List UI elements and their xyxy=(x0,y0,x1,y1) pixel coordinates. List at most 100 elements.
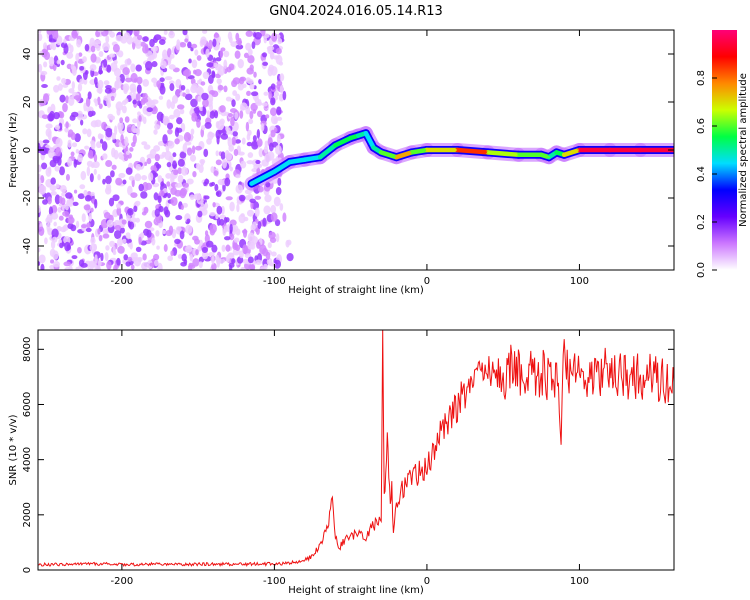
spectrogram-noise-blob xyxy=(220,205,225,215)
spectrogram-noise-blob xyxy=(258,185,264,193)
spectrogram-noise-blob xyxy=(245,121,250,132)
spectrogram-noise-blob xyxy=(110,87,117,94)
spectrogram-noise-blob xyxy=(38,63,43,73)
spectrogram-noise-blob xyxy=(251,41,256,49)
spectrogram-noise-blob xyxy=(168,64,176,70)
spectrogram-noise-blob xyxy=(148,54,155,61)
spectrogram-noise-blob xyxy=(158,95,164,100)
spectrogram-noise-blob xyxy=(230,116,235,127)
spectrogram-noise-blob xyxy=(238,194,246,202)
spectrogram-noise-blob xyxy=(71,32,79,39)
spectrogram-noise-blob xyxy=(110,95,115,102)
spectrogram-noise-blob xyxy=(149,262,155,267)
spectrogram-noise-blob xyxy=(191,83,199,90)
spectrogram-noise-blob xyxy=(200,36,207,46)
spectrogram-noise-blob xyxy=(38,184,46,195)
spectrogram-noise-blob xyxy=(95,57,101,63)
spectrogram-noise-blob xyxy=(45,123,53,129)
spectrogram-noise-blob xyxy=(203,181,207,187)
spectrogram-noise-blob xyxy=(60,59,65,66)
spectrogram-noise-blob xyxy=(62,102,68,113)
spectrogram-noise-blob xyxy=(143,144,151,150)
spectrogram-noise-blob xyxy=(176,127,183,133)
spectrogram-noise-blob xyxy=(227,113,233,118)
spectrogram-noise-blob xyxy=(214,183,219,192)
spectrogram-noise-blob xyxy=(112,43,120,53)
spectrogram-noise-blob xyxy=(65,121,69,129)
spectrogram-noise-blob xyxy=(233,237,240,243)
spectrogram-noise-blob xyxy=(106,102,112,108)
spectrogram-noise-blob xyxy=(135,163,142,171)
spectrogram-noise-blob xyxy=(240,105,245,111)
spectrogram-noise-blob xyxy=(197,79,201,85)
spectrogram-noise-blob xyxy=(67,133,72,138)
spectrogram-noise-blob xyxy=(115,34,124,42)
spectrogram-noise-blob xyxy=(99,138,104,144)
spectrogram-noise-blob xyxy=(55,146,62,157)
spectrogram-noise-blob xyxy=(185,224,193,234)
spectrogram-noise-blob xyxy=(166,161,172,168)
spectrogram-noise-blob xyxy=(129,83,137,93)
spectrogram-noise-blob xyxy=(142,105,149,115)
snr-x-axis: -200 -100 0 100 xyxy=(111,330,589,587)
spectrogram-noise-blob xyxy=(125,150,130,155)
spectrogram-noise-blob xyxy=(109,31,116,38)
spectrogram-noise-blob xyxy=(111,164,117,170)
spectrogram-noise-blob xyxy=(265,114,270,119)
spectrogram-noise-blob xyxy=(87,91,92,100)
spectrogram-noise-blob xyxy=(151,237,156,246)
spectrogram-noise-blob xyxy=(162,53,168,60)
spectrogram-noise-blob xyxy=(177,158,185,167)
spectrogram-noise-blob xyxy=(41,114,49,120)
spectrogram-noise-blob xyxy=(186,244,192,250)
spectrogram-noise-blob xyxy=(213,62,218,68)
spectrogram-noise-blob xyxy=(179,151,187,159)
spectrogram-noise-blob xyxy=(138,115,142,122)
spectrogram-noise-blob xyxy=(118,172,126,179)
spectrogram-noise-blob xyxy=(279,73,285,82)
spectrogram-noise-blob xyxy=(129,217,137,223)
spectrogram-noise-blob xyxy=(153,34,162,41)
spectrogram-noise-blob xyxy=(76,38,82,48)
spectrogram-noise-blob xyxy=(142,36,149,42)
spectrogram-noise-blob xyxy=(56,59,61,65)
spectrogram-noise-blob xyxy=(174,182,183,188)
spectrogram-noise-blob xyxy=(247,48,253,56)
spectrogram-noise-blob xyxy=(263,145,269,154)
spectrogram-noise-blob xyxy=(188,262,194,268)
spectrogram-noise-blob xyxy=(197,210,203,218)
spectrogram-noise-blob xyxy=(200,81,206,86)
spectrogram-noise-blob xyxy=(49,184,57,192)
spectrogram-noise-blob xyxy=(235,174,241,179)
spectrogram-noise-blob xyxy=(103,58,108,68)
spectrogram-noise-blob xyxy=(151,77,158,83)
spectrogram-noise-blob xyxy=(210,166,215,174)
spectrogram-noise-blob xyxy=(160,181,165,187)
spectrogram-trace-body xyxy=(287,157,308,165)
spectrogram-noise-blob xyxy=(181,253,187,262)
spectrogram-noise-blob xyxy=(94,254,98,264)
spectrogram-noise-blob xyxy=(209,212,216,217)
spectrogram-noise-blob xyxy=(70,151,75,157)
spectrogram-noise-blob xyxy=(138,183,144,192)
spectrogram-noise-blob xyxy=(135,64,142,72)
spectrogram-x-tick-label: 0 xyxy=(424,276,430,287)
spectrogram-noise-blob xyxy=(213,32,220,39)
spectrogram-noise-blob xyxy=(246,90,251,96)
spectrogram-noise-blob xyxy=(163,30,168,35)
spectrogram-noise-blob xyxy=(123,254,129,261)
spectrogram-noise-blob xyxy=(211,70,216,78)
spectrogram-noise-blob xyxy=(245,194,251,201)
spectrogram-noise-blob xyxy=(243,216,249,222)
spectrogram-noise-blob xyxy=(93,168,97,175)
spectrogram-noise-blob xyxy=(96,141,102,149)
spectrogram-noise-blob xyxy=(83,78,88,85)
spectrogram-noise-blob xyxy=(46,213,53,222)
spectrogram-noise-blob xyxy=(172,152,177,158)
spectrogram-noise-blob xyxy=(80,262,88,268)
spectrogram-noise-blob xyxy=(84,145,90,150)
spectrogram-noise-blob xyxy=(268,142,274,152)
spectrogram-noise-blob xyxy=(97,133,103,140)
spectrogram-noise-blob xyxy=(136,84,142,94)
spectrogram-trace-core xyxy=(563,149,581,156)
